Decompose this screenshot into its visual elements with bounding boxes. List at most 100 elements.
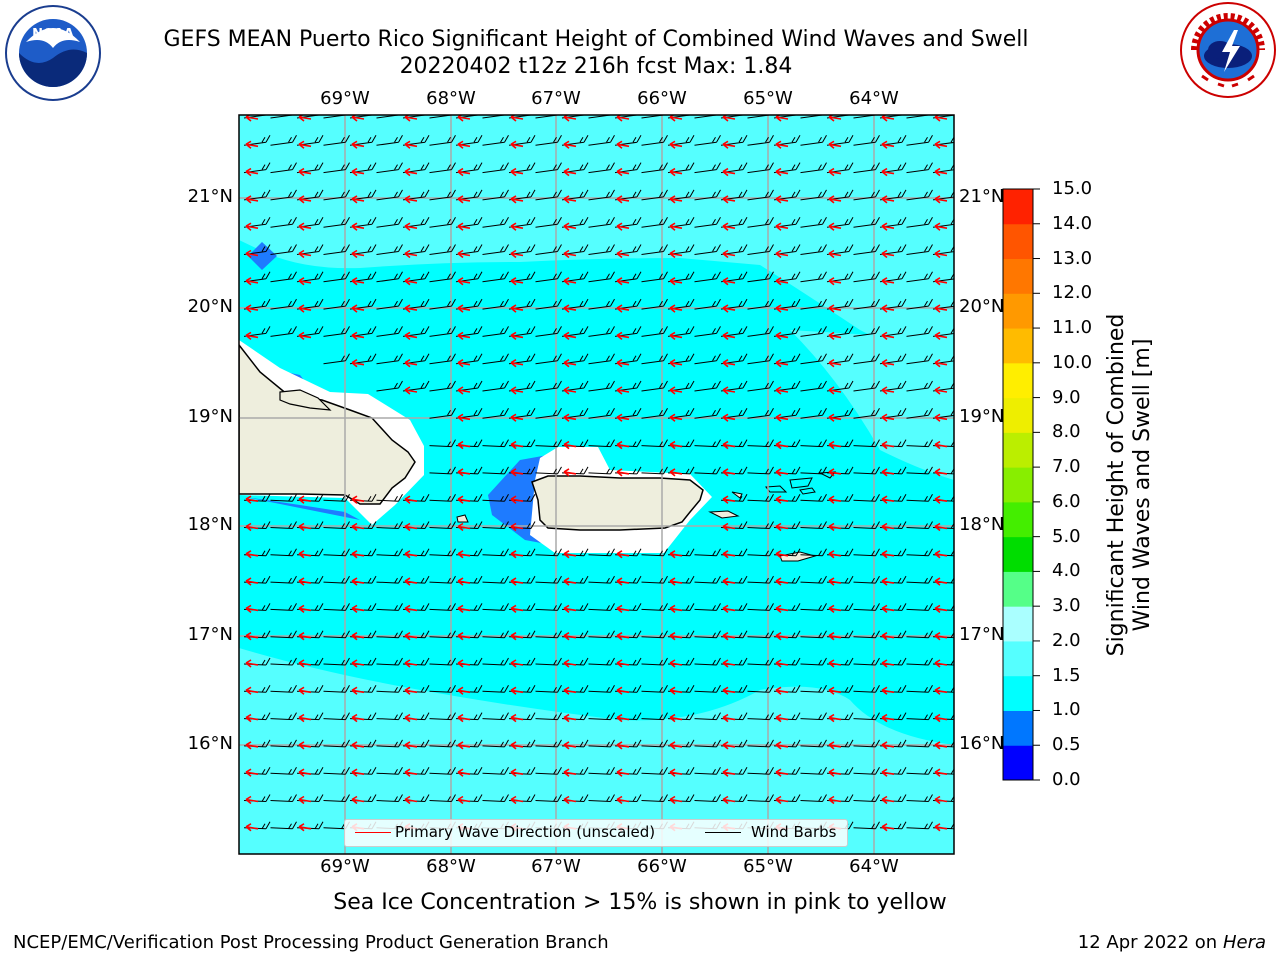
wind-barb: [694, 739, 721, 748]
wave-direction-arrow: [404, 713, 418, 723]
wind-barb: [535, 766, 562, 775]
wind-barb: [323, 216, 350, 228]
wave-direction-arrow: [351, 140, 365, 149]
wave-direction-arrow: [669, 686, 683, 695]
wave-direction-arrow: [245, 140, 259, 149]
wind-barb: [535, 794, 562, 802]
wind-barb: [588, 603, 615, 611]
wave-direction-arrow: [298, 331, 312, 341]
wind-barb: [853, 657, 880, 666]
wind-barb: [906, 408, 933, 419]
wind-barb: [800, 712, 827, 721]
wind-barb: [323, 189, 350, 201]
wind-barb: [800, 271, 827, 283]
wind-barb: [270, 162, 297, 174]
wind-barb: [694, 353, 721, 365]
wind-barb: [588, 685, 615, 693]
lat-label-right-20n: 20°N: [959, 296, 1005, 317]
wind-barb: [482, 603, 509, 611]
wave-direction-arrow: [510, 413, 524, 422]
wave-direction-arrow: [775, 195, 789, 204]
wave-direction-arrow: [563, 577, 577, 586]
wind-barb: [906, 216, 933, 228]
wind-barb: [853, 216, 880, 228]
wind-barb: [694, 298, 721, 310]
wave-direction-arrow: [457, 577, 471, 586]
wave-direction-arrow: [934, 304, 948, 313]
wind-barb: [694, 548, 721, 557]
wave-direction-arrow: [775, 795, 789, 805]
wave-direction-arrow: [510, 795, 524, 805]
wave-direction-arrow: [881, 659, 895, 668]
wind-barb: [323, 739, 350, 748]
wind-barb: [800, 189, 827, 201]
wind-barb: [323, 271, 350, 283]
wind-barb: [641, 439, 668, 448]
wind-barb: [376, 162, 403, 174]
wave-direction-arrow: [722, 522, 736, 532]
wind-barb: [800, 353, 827, 365]
wind-barb: [588, 326, 615, 337]
wave-direction-arrow: [298, 304, 312, 313]
wave-direction-arrow: [351, 604, 365, 614]
wave-direction-arrow: [669, 359, 683, 368]
wave-direction-arrow: [722, 304, 736, 313]
wind-barb: [429, 521, 456, 529]
wave-direction-arrow: [934, 413, 948, 422]
wind-barb: [694, 657, 721, 666]
wave-direction-arrow: [881, 741, 895, 750]
lon-label-top-66w: 66°W: [637, 88, 687, 109]
wave-direction-arrow: [775, 249, 789, 259]
wave-direction-arrow: [616, 795, 630, 805]
wind-barb: [376, 794, 403, 802]
wave-direction-arrow: [722, 632, 736, 641]
wave-direction-arrow: [828, 632, 842, 641]
wind-barb: [694, 135, 721, 146]
wave-direction-arrow: [775, 768, 789, 777]
wave-direction-arrow: [457, 495, 471, 504]
wave-direction-arrow: [881, 522, 895, 532]
wave-direction-arrow: [457, 140, 471, 149]
wave-direction-arrow: [351, 522, 365, 532]
wave-direction-arrow: [828, 331, 842, 341]
wave-height-contour-low-hispaniola: [245, 497, 360, 520]
credit-host: Hera: [1222, 932, 1266, 953]
wind-barb: [323, 575, 350, 584]
wind-barb: [270, 548, 297, 557]
lat-label-right-19n: 19°N: [959, 406, 1005, 427]
wind-barb: [588, 548, 615, 557]
wind-barb: [694, 603, 721, 611]
legend-wind-swatch: [705, 832, 741, 833]
wind-barb: [429, 548, 456, 557]
wave-direction-arrow: [616, 741, 630, 750]
wave-direction-arrow: [563, 222, 577, 231]
lon-label-top-65w: 65°W: [743, 88, 793, 109]
wave-direction-arrow: [351, 222, 365, 231]
wave-direction-arrow: [298, 495, 312, 504]
wind-barb: [323, 712, 350, 721]
wave-direction-arrow: [881, 713, 895, 723]
wave-direction-arrow: [245, 577, 259, 586]
wind-barb: [641, 216, 668, 228]
wind-barb: [906, 135, 933, 146]
wave-direction-arrow: [616, 632, 630, 641]
wind-barb: [747, 326, 774, 337]
wave-direction-arrow: [457, 550, 471, 559]
wind-barb: [800, 630, 827, 639]
wind-barb: [800, 408, 827, 419]
wave-direction-arrow: [457, 713, 471, 723]
wave-direction-arrow: [351, 277, 365, 286]
land-culebra: [731, 491, 743, 499]
wave-direction-arrow: [404, 604, 418, 614]
wind-barb: [906, 439, 933, 448]
wave-direction-arrow: [298, 222, 312, 231]
wind-barb: [694, 326, 721, 337]
wind-barb: [482, 466, 509, 475]
wind-barb: [376, 766, 403, 775]
wind-barb: [429, 162, 456, 174]
wind-barb: [906, 603, 933, 611]
wave-direction-arrow: [881, 167, 895, 177]
wave-direction-arrow: [616, 277, 630, 286]
wind-barb: [270, 603, 297, 611]
wind-barb: [270, 575, 297, 584]
